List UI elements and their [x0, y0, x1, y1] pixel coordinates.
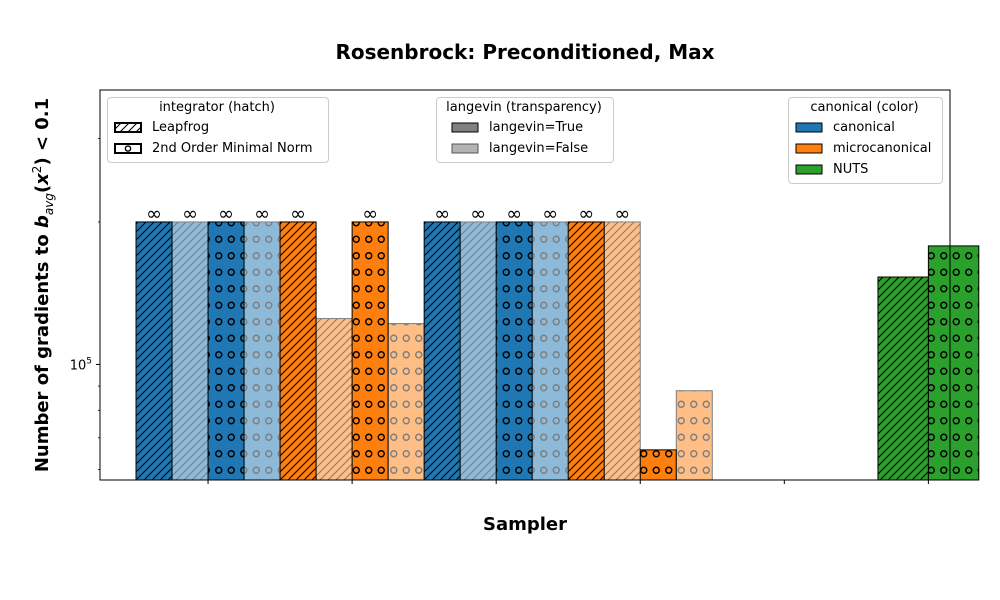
- bar: [675, 390, 713, 481]
- infinity-label: ∞: [290, 203, 306, 225]
- y-tick-label-exponent: 5: [86, 356, 92, 366]
- legend-entry: langevin=False: [443, 138, 605, 159]
- langevin-true-swatch: [451, 122, 479, 133]
- y-axis-label-two: 2: [30, 165, 45, 174]
- bar-hatch: [136, 221, 173, 480]
- bar: [315, 318, 353, 481]
- bar: [495, 221, 533, 481]
- bar: [423, 221, 461, 481]
- bar: [567, 221, 605, 481]
- legend-label: 2nd Order Minimal Norm: [152, 141, 313, 156]
- bars-layer: ∞ ∞ ∞ ∞ ∞ ∞ ∞ ∞ ∞ ∞ ∞ ∞: [135, 203, 980, 481]
- legend-entry: 2nd Order Minimal Norm: [114, 138, 320, 159]
- chart-title: Rosenbrock: Preconditioned, Max: [335, 40, 715, 64]
- bar: [927, 245, 980, 481]
- legend-integrator: integrator (hatch) Leapfrog 2nd Order Mi…: [107, 97, 329, 163]
- legend-langevin-title: langevin (transparency): [446, 100, 602, 115]
- y-axis-label-b: b: [32, 215, 54, 229]
- microcanonical-color-swatch: [795, 143, 823, 154]
- infinity-label: ∞: [614, 203, 630, 225]
- leapfrog-hatch-swatch: [114, 122, 142, 133]
- bar-outline: [927, 245, 980, 481]
- y-axis-label: Number of gradients to bavg(x2) < 0.1: [30, 97, 56, 473]
- infinity-label: ∞: [182, 203, 198, 225]
- bar: [171, 221, 209, 481]
- minimal-norm-hatch-swatch: [114, 143, 142, 154]
- infinity-label: ∞: [578, 203, 594, 225]
- bar-hatch: [388, 323, 425, 480]
- bar-hatch: [877, 277, 929, 480]
- plot-frame: [99, 89, 951, 481]
- bar-hatch: [352, 221, 389, 480]
- bar: [387, 323, 425, 481]
- bar-hatch: [532, 221, 569, 480]
- infinity-label: ∞: [470, 203, 486, 225]
- legend-label: NUTS: [833, 162, 869, 177]
- y-axis-label-prefix: Number of gradients to: [32, 228, 54, 473]
- bar-hatch: [280, 221, 317, 480]
- bar-hatch: [640, 449, 677, 480]
- axes-layer: 105: [70, 89, 951, 484]
- infinity-label: ∞: [434, 203, 450, 225]
- bar-hatch: [568, 221, 605, 480]
- legend-label: Leapfrog: [152, 120, 210, 135]
- legend-label: microcanonical: [833, 141, 932, 156]
- bar: [877, 276, 929, 481]
- bar-hatch: [928, 245, 979, 480]
- bar: [531, 221, 569, 481]
- y-axis-label-avg: avg: [41, 193, 56, 216]
- infinity-label: ∞: [146, 203, 162, 225]
- y-axis-label-x: x: [32, 173, 54, 185]
- bar-hatch: [676, 390, 713, 480]
- bar: [207, 221, 245, 481]
- infinity-label: ∞: [362, 203, 378, 225]
- legend-label: langevin=True: [489, 120, 584, 135]
- legend-entry: NUTS: [795, 159, 934, 180]
- bar: [135, 221, 173, 481]
- bar-hatch: [172, 221, 209, 480]
- canonical-color-swatch: [795, 122, 823, 133]
- nuts-color-swatch: [795, 164, 823, 175]
- legend-canonical-title: canonical (color): [810, 100, 919, 115]
- bar-hatch: [496, 221, 533, 480]
- bar-hatch: [208, 221, 245, 480]
- bar: [243, 221, 281, 481]
- bar: [639, 449, 677, 481]
- bar: [459, 221, 497, 481]
- bar: [279, 221, 317, 481]
- bar-hatch: [316, 318, 353, 480]
- legend-langevin: langevin (transparency) langevin=True la…: [436, 97, 614, 163]
- legend-entry: microcanonical: [795, 138, 934, 159]
- infinity-label: ∞: [506, 203, 522, 225]
- bar-hatch: [424, 221, 461, 480]
- legend-label: langevin=False: [489, 141, 589, 156]
- bar-hatch: [460, 221, 497, 480]
- x-axis-label: Sampler: [482, 514, 567, 535]
- bar-hatch: [604, 221, 641, 480]
- legend-entry: canonical: [795, 117, 934, 138]
- bar: [603, 221, 641, 481]
- legend-integrator-title: integrator (hatch): [159, 100, 275, 115]
- y-tick-label: 105: [70, 356, 92, 373]
- bar-hatch: [244, 221, 281, 480]
- infinity-label: ∞: [254, 203, 270, 225]
- infinity-label: ∞: [218, 203, 234, 225]
- legend-label: canonical: [833, 120, 895, 135]
- legend-canonical: canonical (color) canonical microcanonic…: [788, 97, 943, 184]
- legend-entry: langevin=True: [443, 117, 605, 138]
- bar: [351, 221, 389, 481]
- langevin-false-swatch: [451, 143, 479, 154]
- y-axis-label-suffix: ) < 0.1: [32, 97, 54, 166]
- legend-entry: Leapfrog: [114, 117, 320, 138]
- infinity-label: ∞: [542, 203, 558, 225]
